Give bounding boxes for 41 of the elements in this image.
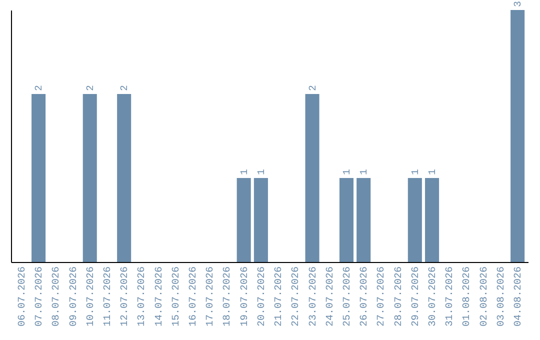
x-tick-label: 09.07.2026 xyxy=(68,266,80,327)
x-tick-label: 25.07.2026 xyxy=(342,266,354,327)
x-tick-label: 22.07.2026 xyxy=(291,266,302,327)
x-tick-label: 24.07.2026 xyxy=(325,266,336,327)
x-tick-label: 28.07.2026 xyxy=(394,266,405,327)
x-tick-label: 12.07.2026 xyxy=(120,266,132,327)
data-label: 1 xyxy=(428,168,440,175)
data-label: 2 xyxy=(308,84,320,91)
x-tick-label: 11.07.2026 xyxy=(102,266,114,327)
data-label: 2 xyxy=(120,84,132,91)
data-label: 1 xyxy=(256,168,268,175)
x-tick-label: 27.07.2026 xyxy=(376,266,388,327)
x-tick-label: 06.07.2026 xyxy=(17,266,28,327)
x-tick-label: 18.07.2026 xyxy=(222,266,234,327)
x-tick-label: 21.07.2026 xyxy=(274,266,286,327)
x-tick-label: 13.07.2026 xyxy=(137,266,148,327)
data-label: 2 xyxy=(86,84,97,91)
data-label: 1 xyxy=(360,168,371,175)
data-label: 2 xyxy=(34,84,46,91)
x-tick-label: 29.07.2026 xyxy=(410,266,422,327)
x-tick-label: 19.07.2026 xyxy=(240,266,251,327)
data-label: 1 xyxy=(410,168,422,175)
x-tick-label: 23.07.2026 xyxy=(308,266,320,327)
data-label: 3 xyxy=(514,0,525,7)
x-tick-label: 04.08.2026 xyxy=(514,266,525,327)
x-tick-label: 17.07.2026 xyxy=(206,266,217,327)
x-tick-label: 08.07.2026 xyxy=(52,266,63,327)
x-tick-label: 10.07.2026 xyxy=(86,266,97,327)
x-tick-label: 31.07.2026 xyxy=(445,266,456,327)
data-label: 1 xyxy=(342,168,354,175)
x-tick-label: 26.07.2026 xyxy=(360,266,371,327)
x-tick-label: 02.08.2026 xyxy=(479,266,490,327)
x-tick-label: 03.08.2026 xyxy=(496,266,508,327)
x-tick-label: 01.08.2026 xyxy=(462,266,474,327)
x-tick-label: 30.07.2026 xyxy=(428,266,440,327)
x-tick-label: 07.07.2026 xyxy=(34,266,46,327)
x-tick-label: 16.07.2026 xyxy=(188,266,200,327)
x-tick-label: 15.07.2026 xyxy=(171,266,182,327)
x-tick-label: 20.07.2026 xyxy=(256,266,268,327)
data-label: 1 xyxy=(240,168,251,175)
x-tick-label: 14.07.2026 xyxy=(154,266,166,327)
